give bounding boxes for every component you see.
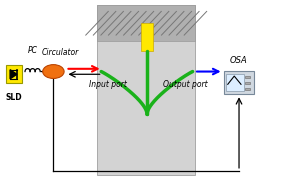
Bar [245,88,250,90]
Bar [6,65,22,83]
Text: Output port: Output port [163,80,208,89]
Bar [226,74,244,91]
Circle shape [43,65,64,78]
Text: OSA: OSA [230,56,248,65]
Text: Input port: Input port [89,80,127,89]
Text: Circulator: Circulator [42,48,79,57]
Text: SLD: SLD [6,92,22,102]
Bar [224,71,254,94]
Bar [97,5,195,174]
Bar [245,75,250,78]
Bar [245,82,250,84]
Text: PC: PC [28,46,38,55]
Bar [141,23,153,51]
Bar [97,5,195,41]
Polygon shape [10,70,17,79]
